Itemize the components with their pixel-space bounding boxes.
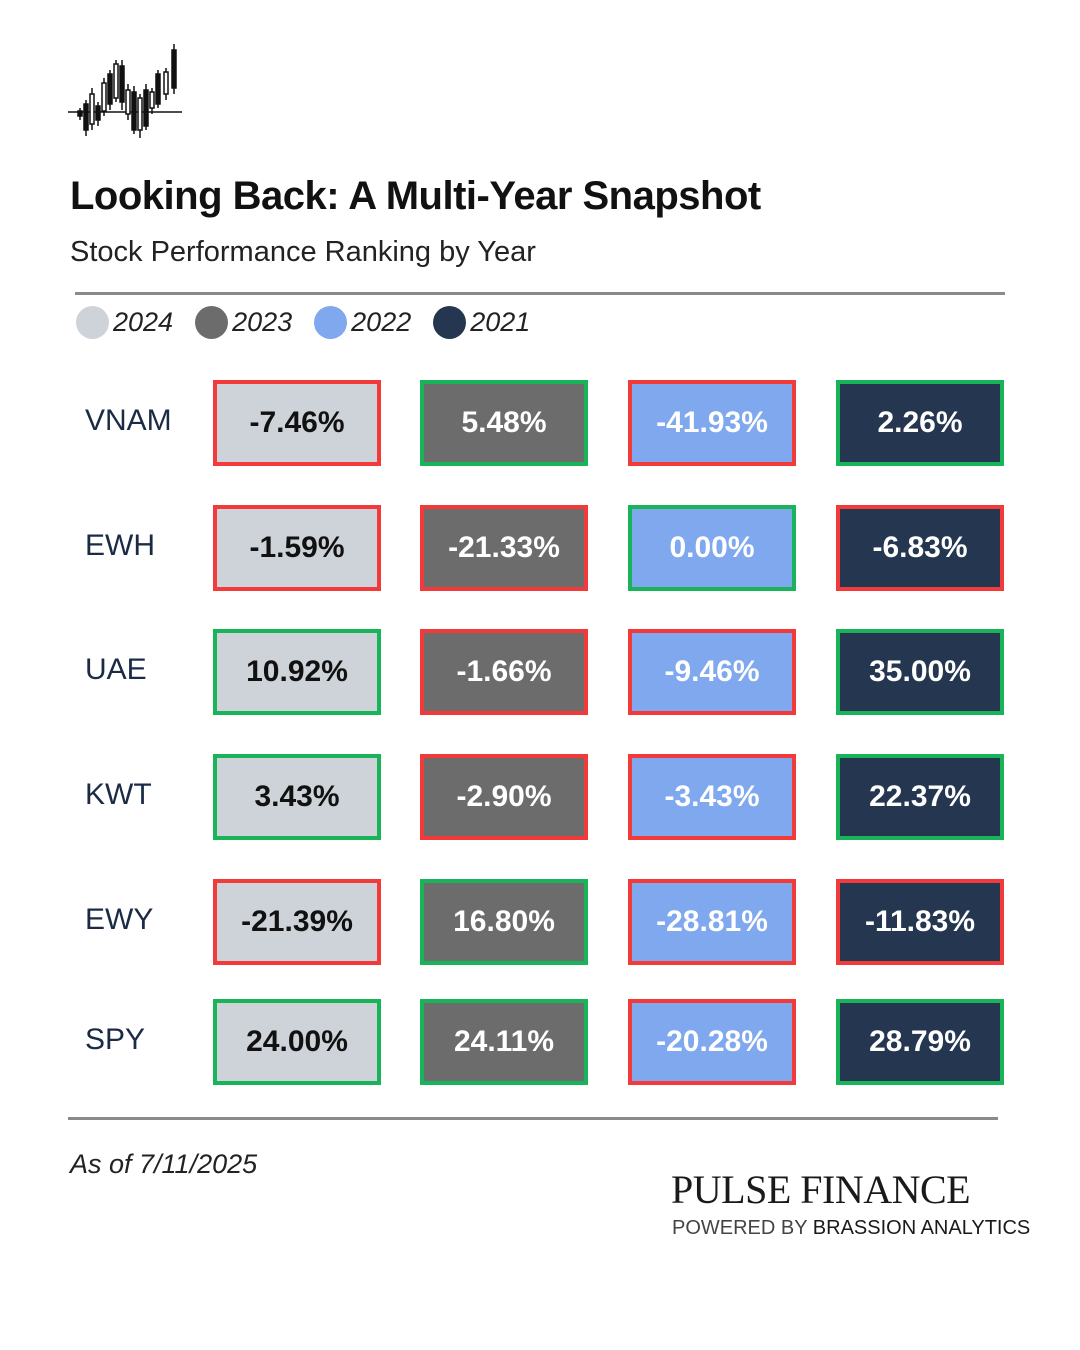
- tagline-prefix: POWERED BY: [672, 1217, 813, 1239]
- value-cell-ewy-2021: -11.83%: [836, 879, 1004, 965]
- value-cell-kwt-2022: -3.43%: [628, 754, 796, 840]
- value-cell-ewh-2023: -21.33%: [420, 505, 588, 591]
- value-cell-spy-2023: 24.11%: [420, 999, 588, 1085]
- value-cell-vnam-2023: 5.48%: [420, 380, 588, 466]
- value-cell-ewy-2024: -21.39%: [213, 879, 381, 965]
- ticker-label: KWT: [85, 778, 152, 811]
- legend-swatch: [314, 305, 348, 339]
- value-cell-uae-2024: 10.92%: [213, 629, 381, 715]
- value-cell-ewh-2024: -1.59%: [213, 505, 381, 591]
- value-cell-ewh-2021: -6.83%: [836, 505, 1004, 591]
- tagline-company: BRASSION ANALYTICS: [812, 1217, 1031, 1239]
- value-cell-vnam-2022: -41.93%: [628, 380, 796, 466]
- brand-tagline: POWERED BY BRASSION ANALYTICS: [672, 1217, 1030, 1240]
- legend-label: 2023: [232, 306, 293, 337]
- legend-swatch: [76, 305, 109, 339]
- value-cell-uae-2021: 35.00%: [836, 629, 1004, 715]
- chart-title: Looking Back: A Multi-Year Snapshot: [70, 174, 761, 218]
- chart-subtitle: Stock Performance Ranking by Year: [70, 236, 536, 268]
- value-cell-spy-2024: 24.00%: [213, 999, 381, 1085]
- value-cell-vnam-2021: 2.26%: [836, 380, 1004, 466]
- value-cell-vnam-2024: -7.46%: [213, 380, 381, 466]
- legend-label: 2024: [113, 306, 174, 337]
- ticker-label: VNAM: [85, 404, 172, 437]
- ticker-label: EWY: [85, 903, 154, 936]
- candlestick-chart-icon: [68, 44, 182, 138]
- legend-swatch: [195, 305, 229, 339]
- value-cell-kwt-2023: -2.90%: [420, 754, 588, 840]
- ticker-label: UAE: [85, 653, 147, 686]
- value-cell-uae-2023: -1.66%: [420, 629, 588, 715]
- value-cell-ewh-2022: 0.00%: [628, 505, 796, 591]
- top-divider: [75, 292, 1005, 295]
- legend-item-2022: 2022: [314, 305, 412, 339]
- value-cell-kwt-2024: 3.43%: [213, 754, 381, 840]
- value-cell-uae-2022: -9.46%: [628, 629, 796, 715]
- legend-item-2023: 2023: [195, 305, 293, 339]
- legend-item-2024: 2024: [76, 305, 174, 339]
- value-cell-ewy-2022: -28.81%: [628, 879, 796, 965]
- legend-label: 2021: [470, 306, 531, 337]
- brand-logo-text: PULSE FINANCE: [671, 1167, 971, 1212]
- bottom-divider: [68, 1117, 998, 1120]
- ticker-label: EWH: [85, 529, 155, 562]
- ticker-label: SPY: [85, 1023, 146, 1056]
- legend-label: 2022: [351, 306, 412, 337]
- value-cell-ewy-2023: 16.80%: [420, 879, 588, 965]
- legend-swatch: [433, 305, 467, 339]
- legend-item-2021: 2021: [433, 305, 531, 339]
- value-cell-spy-2022: -20.28%: [628, 999, 796, 1085]
- legend: 2024 2023 2022 2021: [76, 305, 552, 339]
- as-of-date: As of 7/11/2025: [70, 1149, 258, 1179]
- value-cell-kwt-2021: 22.37%: [836, 754, 1004, 840]
- value-cell-spy-2021: 28.79%: [836, 999, 1004, 1085]
